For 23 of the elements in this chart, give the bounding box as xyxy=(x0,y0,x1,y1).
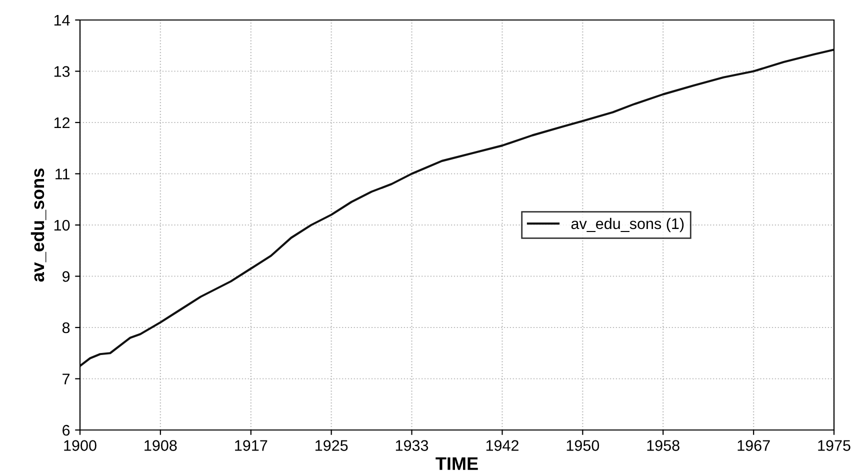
x-tick-label: 1967 xyxy=(738,440,770,451)
x-tick-label: 1908 xyxy=(144,440,177,451)
x-tick-label: 1933 xyxy=(396,440,428,451)
legend-label: av_edu_sons (1) xyxy=(571,218,684,232)
y-tick-label: 13 xyxy=(54,66,70,77)
x-tick-label: 1900 xyxy=(64,440,96,451)
x-tick-label: 1917 xyxy=(235,440,268,451)
line-series xyxy=(80,48,834,367)
y-tick-label: 10 xyxy=(54,220,70,231)
y-tick-label: 9 xyxy=(62,271,70,282)
x-axis-title: TIME xyxy=(436,457,478,470)
x-tick-label: 1950 xyxy=(566,440,600,451)
y-tick-label: 8 xyxy=(62,322,70,334)
y-tick-label: 7 xyxy=(62,374,70,384)
y-tick-label: 11 xyxy=(56,168,70,180)
x-tick-label: 1925 xyxy=(316,440,348,451)
x-tick-label: 1942 xyxy=(486,440,518,451)
y-tick-label: 12 xyxy=(54,117,70,128)
x-tick-label: 1975 xyxy=(818,440,850,451)
x-tick-label: 1958 xyxy=(647,440,680,451)
y-tick-label: 14 xyxy=(54,15,70,26)
y-tick-label: 6 xyxy=(62,424,70,436)
y-axis-title: av_edu_sons xyxy=(30,168,46,282)
